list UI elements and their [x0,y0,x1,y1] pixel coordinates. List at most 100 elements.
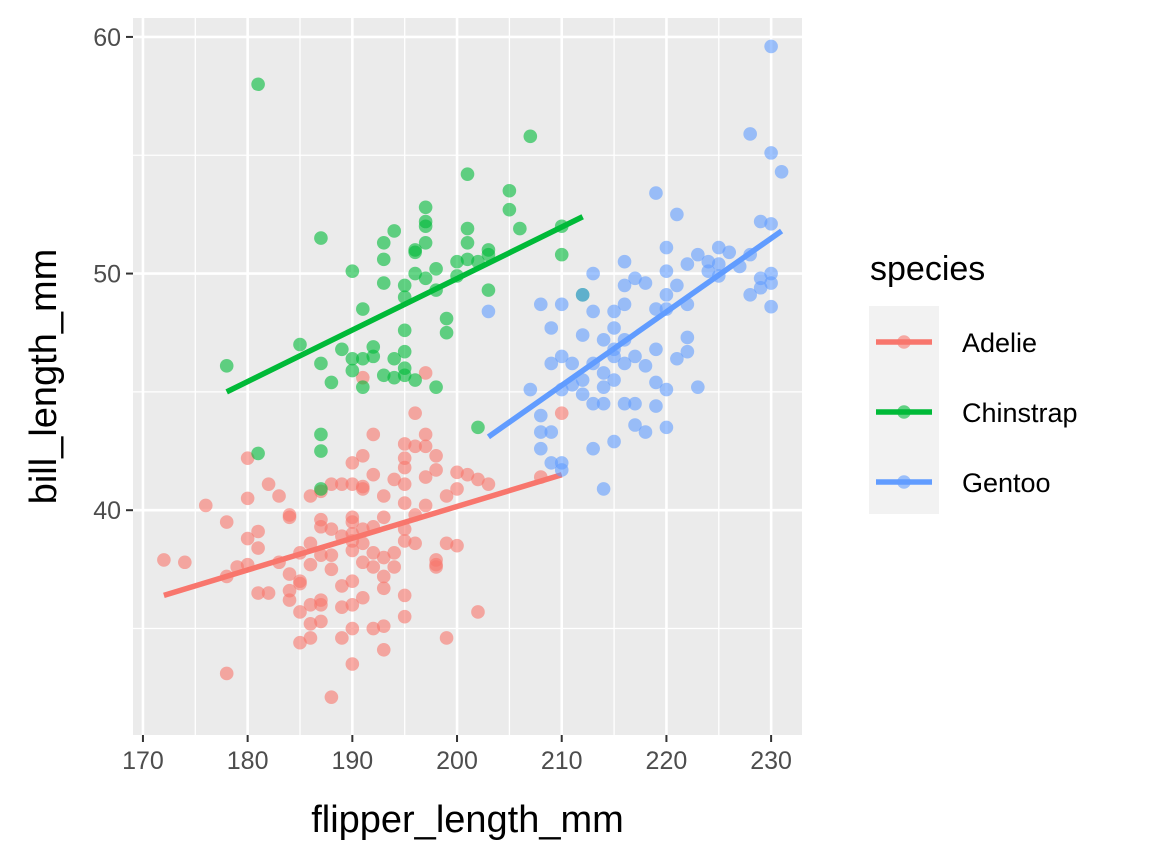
point-chinstrap [502,183,517,198]
point-adelie [397,588,412,603]
point-adelie [387,545,402,560]
point-chinstrap [408,266,422,281]
point-chinstrap [251,446,265,461]
point-adelie [345,574,360,588]
point-gentoo [753,280,768,295]
point-adelie [429,560,443,574]
point-adelie [376,619,391,633]
point-adelie [418,366,433,380]
point-adelie [439,489,454,503]
point-gentoo [575,288,590,302]
point-chinstrap [418,271,433,286]
point-gentoo [764,217,778,231]
point-adelie [408,536,422,551]
point-chinstrap [429,262,443,276]
point-adelie [376,569,391,584]
x-tick-label: 170 [122,747,164,775]
point-gentoo [596,380,611,394]
point-gentoo [691,380,705,394]
point-adelie [418,439,433,454]
point-chinstrap [376,368,391,383]
point-adelie [397,496,412,510]
point-adelie [335,600,349,615]
point-gentoo [649,302,663,316]
point-gentoo [481,304,496,319]
point-gentoo [649,399,663,413]
point-gentoo [533,408,548,423]
point-adelie [335,529,349,544]
point-adelie [314,548,328,562]
point-chinstrap [460,252,475,267]
point-gentoo [554,382,569,397]
point-adelie [261,586,276,600]
point-adelie [335,631,349,645]
point-gentoo [607,349,621,364]
point-chinstrap [376,236,391,250]
point-adelie [272,555,286,570]
point-adelie [397,460,412,475]
point-chinstrap [397,368,412,383]
point-adelie [282,510,297,525]
point-chinstrap [397,323,412,338]
x-tick-label: 230 [750,747,792,775]
point-gentoo [680,344,695,359]
point-gentoo [753,271,768,286]
y-tick-label: 50 [93,261,121,289]
data-points [157,39,789,704]
point-adelie [376,643,391,657]
point-chinstrap [314,231,328,245]
point-gentoo [743,247,757,262]
point-adelie [219,569,234,584]
y-axis: 40 50 60 [93,24,133,525]
point-chinstrap [418,219,433,234]
point-gentoo [628,418,642,432]
point-gentoo [617,333,632,347]
point-gentoo [774,165,789,179]
point-gentoo [617,254,632,269]
plot-panel [133,18,802,735]
point-adelie [408,406,422,420]
point-adelie [481,477,496,491]
point-chinstrap [439,325,454,340]
y-tick-label: 40 [93,497,121,525]
point-adelie [418,498,433,513]
point-adelie [345,456,360,470]
point-gentoo [554,297,569,312]
point-chinstrap [387,370,402,385]
point-chinstrap [408,373,422,387]
point-chinstrap [314,427,328,442]
point-gentoo [670,278,684,293]
point-chinstrap [397,278,412,293]
point-adelie [356,536,370,551]
point-gentoo [596,366,611,380]
point-chinstrap [345,264,360,278]
point-gentoo [565,356,579,371]
point-gentoo [617,278,632,293]
legend-point-adelie [897,335,911,349]
point-adelie [418,427,433,442]
point-adelie [439,536,454,551]
point-adelie [366,545,381,560]
point-adelie [366,621,381,636]
point-adelie [293,605,307,619]
point-gentoo [565,377,579,392]
point-gentoo [575,328,590,342]
legend-title: species [870,250,985,288]
point-adelie [303,631,318,645]
point-adelie [157,553,171,567]
point-gentoo [628,271,642,286]
point-gentoo [607,373,621,387]
point-adelie [219,515,234,529]
point-chinstrap [450,269,464,283]
point-gentoo [722,245,737,260]
point-adelie [240,557,255,572]
point-gentoo [764,299,778,314]
point-gentoo [617,396,632,411]
x-axis-title: flipper_length_mm [311,799,624,841]
point-chinstrap [366,340,381,354]
point-gentoo [607,321,621,335]
point-adelie [397,477,412,491]
point-chinstrap [314,482,328,496]
point-adelie [282,583,297,598]
